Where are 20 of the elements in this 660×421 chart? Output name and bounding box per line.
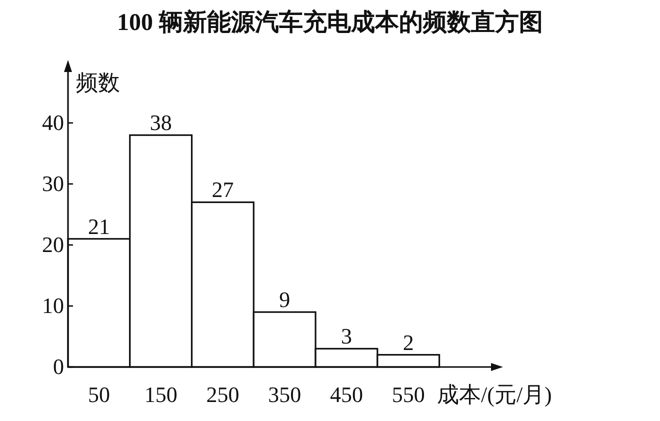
data-label: 38 <box>150 110 172 136</box>
x-tick-label: 150 <box>144 382 178 407</box>
y-axis-title: 频数 <box>76 70 120 95</box>
x-tick-label: 450 <box>330 382 363 407</box>
x-tick-label: 350 <box>268 382 302 407</box>
x-tick-label: 50 <box>88 382 110 407</box>
x-tick-label: 250 <box>206 382 240 407</box>
data-label: 27 <box>212 177 234 202</box>
y-tick-label: 40 <box>42 110 64 135</box>
y-tick-label: 30 <box>42 170 64 196</box>
data-label: 2 <box>402 330 414 355</box>
y-tick-label: 20 <box>42 232 64 257</box>
chart-title: 100 辆新能源汽车充电成本的频数直方图 <box>117 8 543 36</box>
data-label: 21 <box>88 214 110 239</box>
y-tick-label: 0 <box>53 354 64 379</box>
x-tick-label: 550 <box>392 382 425 407</box>
y-tick-label: 10 <box>42 292 64 318</box>
data-label: 3 <box>340 324 352 349</box>
data-label: 9 <box>279 287 290 312</box>
x-axis-title: 成本/(元/月) <box>437 382 552 407</box>
